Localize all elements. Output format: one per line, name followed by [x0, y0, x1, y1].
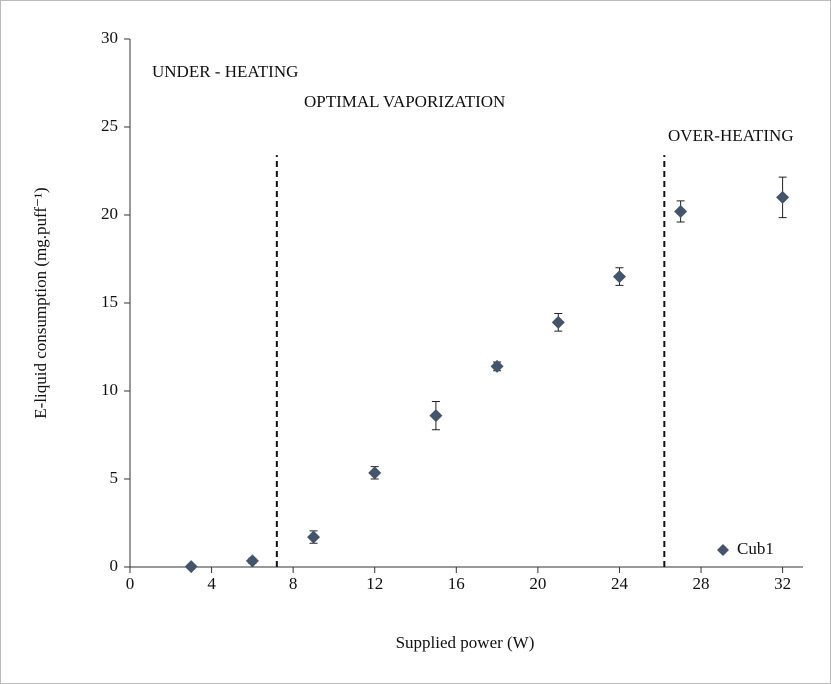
y-tick-label: 0 — [110, 556, 119, 575]
y-tick-label: 25 — [101, 116, 118, 135]
y-tick-label: 30 — [101, 28, 118, 47]
annotation: UNDER - HEATING — [152, 62, 298, 81]
y-tick-label: 10 — [101, 380, 118, 399]
x-tick-label: 4 — [207, 574, 216, 593]
annotation: OPTIMAL VAPORIZATION — [304, 92, 505, 111]
point — [776, 190, 790, 204]
y-tick-label: 15 — [101, 292, 118, 311]
x-tick-label: 32 — [774, 574, 791, 593]
y-axis-label: E-liquid consumption (mg.puff⁻¹) — [31, 187, 50, 418]
point — [674, 204, 688, 218]
point — [490, 359, 504, 373]
point — [184, 560, 198, 574]
x-tick-label: 28 — [693, 574, 710, 593]
legend-label: Cub1 — [737, 539, 774, 558]
x-tick-label: 8 — [289, 574, 298, 593]
y-tick-label: 5 — [110, 468, 119, 487]
point — [307, 530, 321, 544]
x-tick-label: 24 — [611, 574, 629, 593]
y-tick-label: 20 — [101, 204, 118, 223]
point — [551, 315, 565, 329]
point — [245, 554, 259, 568]
x-tick-label: 12 — [366, 574, 383, 593]
x-tick-label: 16 — [448, 574, 465, 593]
x-axis-label: Supplied power (W) — [396, 633, 535, 652]
legend-marker — [717, 544, 729, 556]
x-tick-label: 0 — [126, 574, 135, 593]
annotation: OVER-HEATING — [668, 126, 794, 145]
point — [612, 270, 626, 284]
x-tick-label: 20 — [529, 574, 546, 593]
point — [368, 466, 382, 480]
point — [429, 409, 443, 423]
